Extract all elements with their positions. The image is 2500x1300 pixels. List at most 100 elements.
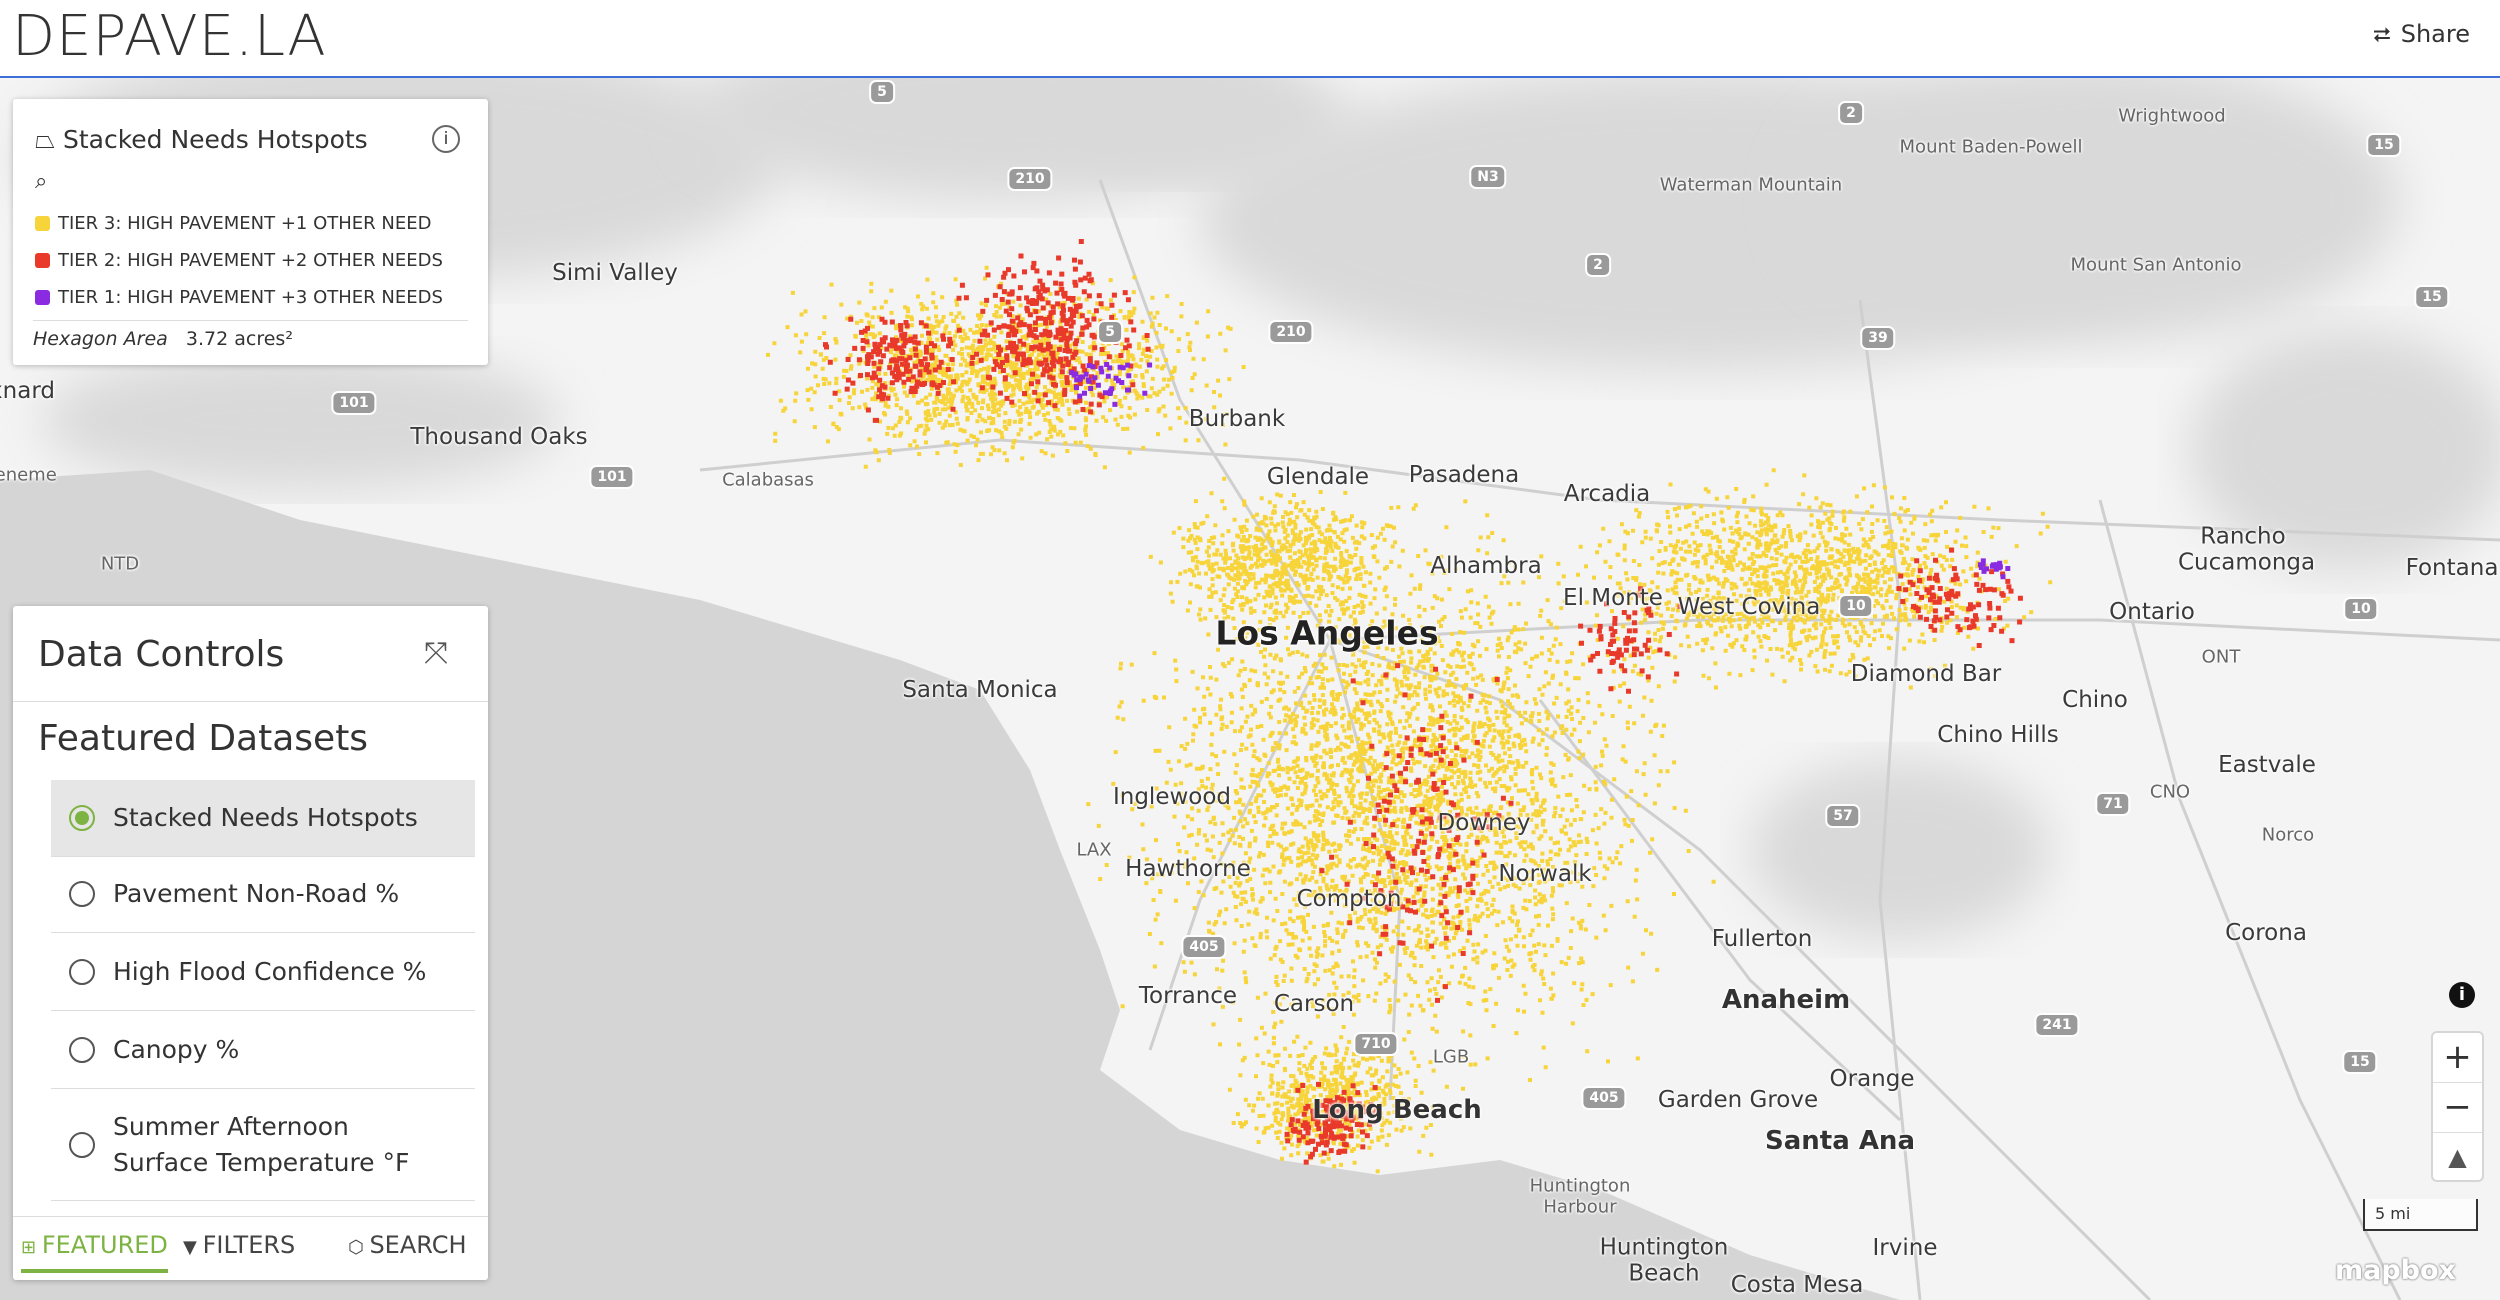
layer-icon: ⏢ bbox=[35, 125, 63, 154]
highway-shield: 5 bbox=[869, 80, 895, 104]
tab-label: FILTERS bbox=[202, 1231, 296, 1259]
highway-shield: 101 bbox=[589, 465, 635, 489]
place-label: Santa Ana bbox=[1765, 1126, 1915, 1156]
attribution[interactable]: mapbox bbox=[2335, 1255, 2456, 1286]
hexagon-area: Hexagon Area 3.72 acres² bbox=[33, 328, 293, 350]
road bbox=[1148, 639, 1332, 1051]
terrain bbox=[2190, 330, 2500, 570]
terrain bbox=[1750, 760, 2050, 940]
dataset-option[interactable]: Stacked Needs Hotspots bbox=[51, 780, 475, 857]
place-label: El Monte bbox=[1563, 585, 1663, 611]
place-label: Compton bbox=[1296, 886, 1402, 912]
highway-shield: 101 bbox=[331, 391, 377, 415]
zoom-to-icon[interactable]: ⌕ bbox=[35, 169, 48, 194]
zoom-out[interactable]: − bbox=[2433, 1083, 2482, 1133]
road bbox=[2098, 499, 2402, 1300]
share-button[interactable]: ⮂ Share bbox=[2373, 20, 2470, 48]
highway-shield: 241 bbox=[2034, 1013, 2080, 1037]
option-label: Canopy % bbox=[113, 1034, 240, 1064]
legend-item: TIER 1: HIGH PAVEMENT +3 OTHER NEEDS bbox=[35, 287, 443, 308]
legend-label: TIER 3: HIGH PAVEMENT +1 OTHER NEED bbox=[58, 213, 432, 234]
data-controls-panel: Data Controls ⤧ Featured Datasets Stacke… bbox=[13, 606, 488, 1280]
tab[interactable]: ⬡ SEARCH bbox=[348, 1231, 467, 1259]
place-label: Los Angeles bbox=[1215, 613, 1439, 653]
option-label: Stacked Needs Hotspots bbox=[113, 802, 418, 832]
controls-title: Data Controls bbox=[38, 634, 285, 675]
place-label: Mount Baden-Powell bbox=[1899, 136, 2083, 158]
terrain bbox=[1800, 60, 2400, 340]
place-label: NTD bbox=[100, 553, 140, 575]
dataset-option[interactable]: Canopy % bbox=[51, 1012, 475, 1089]
highway-shield: 15 bbox=[2342, 1050, 2378, 1074]
place-label: Eastvale bbox=[2218, 752, 2316, 778]
place-label: West Covina bbox=[1677, 594, 1821, 620]
legend-label: TIER 2: HIGH PAVEMENT +2 OTHER NEEDS bbox=[58, 250, 443, 271]
hexagon-area-label: Hexagon Area bbox=[33, 328, 168, 350]
place-label: Chino Hills bbox=[1937, 722, 2059, 748]
highway-shield: 5 bbox=[1097, 320, 1123, 344]
place-label: Fullerton bbox=[1711, 926, 1813, 952]
place-label: Irvine bbox=[1872, 1235, 1938, 1261]
info-icon[interactable]: i bbox=[432, 125, 460, 153]
road bbox=[1329, 638, 2152, 1300]
section-title: Featured Datasets bbox=[38, 718, 369, 759]
tab-divider bbox=[13, 1216, 488, 1217]
place-label: Mount San Antonio bbox=[2070, 254, 2242, 276]
place-label: Hawthorne bbox=[1125, 856, 1251, 882]
road bbox=[1858, 299, 1922, 1300]
highway-shield: 710 bbox=[1353, 1032, 1399, 1056]
place-label: Orange bbox=[1829, 1066, 1915, 1092]
radio bbox=[69, 805, 95, 831]
place-label: Huntington Harbour bbox=[1529, 1175, 1631, 1217]
place-label: Garden Grove bbox=[1657, 1087, 1819, 1113]
place-label: Norwalk bbox=[1498, 861, 1592, 887]
place-label: Anaheim bbox=[1721, 985, 1851, 1015]
legend-divider bbox=[33, 320, 468, 321]
legend-item: TIER 2: HIGH PAVEMENT +2 OTHER NEEDS bbox=[35, 250, 443, 271]
highway-shield: 10 bbox=[1838, 594, 1874, 618]
highway-shield: 57 bbox=[1825, 804, 1861, 828]
place-label: CNO bbox=[2149, 781, 2191, 803]
tab-icon: ⬡ bbox=[348, 1237, 370, 1258]
terrain bbox=[40, 350, 560, 490]
legend-swatch bbox=[35, 253, 50, 268]
place-label: Burbank bbox=[1188, 406, 1286, 432]
place-label: Glendale bbox=[1266, 464, 1370, 490]
dataset-option[interactable]: Pavement Non-Road % bbox=[51, 856, 475, 933]
zoom-controls: + − ▲ bbox=[2433, 1033, 2482, 1180]
compass[interactable]: ▲ bbox=[2448, 1143, 2467, 1171]
place-label: Corona bbox=[2225, 920, 2307, 946]
dataset-option[interactable]: High Flood Confidence % bbox=[51, 934, 475, 1011]
dataset-option[interactable]: Summer Afternoon Surface Temperature °F bbox=[51, 1090, 475, 1201]
share-label: Share bbox=[2400, 20, 2470, 48]
tab-label: SEARCH bbox=[369, 1231, 467, 1259]
place-label: Inglewood bbox=[1112, 784, 1232, 810]
place-label: Costa Mesa bbox=[1730, 1272, 1864, 1298]
place-label: Chino bbox=[2062, 687, 2128, 713]
highway-shield: N3 bbox=[1469, 165, 1507, 189]
tab[interactable]: ▼ FILTERS bbox=[183, 1231, 295, 1259]
place-label: Torrance bbox=[1138, 983, 1238, 1009]
option-label: Pavement Non-Road % bbox=[113, 878, 400, 908]
place-label: LGB bbox=[1432, 1046, 1470, 1068]
place-label: ueneme bbox=[0, 464, 57, 486]
zoom-in[interactable]: + bbox=[2433, 1033, 2482, 1083]
highway-shield: 405 bbox=[1581, 1086, 1627, 1110]
map-info-button[interactable]: i bbox=[2449, 982, 2475, 1008]
collapse-icon[interactable]: ⤧ bbox=[424, 636, 448, 671]
place-label: Calabasas bbox=[722, 469, 814, 491]
legend-header: ⏢ Stacked Needs Hotspots bbox=[35, 125, 368, 155]
road bbox=[1538, 699, 1902, 1122]
highway-shield: 10 bbox=[2343, 597, 2379, 621]
place-label: Huntington Beach bbox=[1599, 1234, 1729, 1287]
tab[interactable]: ⊞ FEATURED bbox=[21, 1231, 168, 1273]
legend-item: TIER 3: HIGH PAVEMENT +1 OTHER NEED bbox=[35, 213, 431, 234]
app-title: DEPAVE.LA bbox=[12, 4, 327, 69]
place-label: Thousand Oaks bbox=[410, 424, 588, 450]
highway-shield: 210 bbox=[1007, 167, 1053, 191]
tab-icon: ▼ bbox=[183, 1237, 203, 1258]
place-label: Simi Valley bbox=[552, 260, 678, 286]
place-label: LAX bbox=[1076, 839, 1112, 861]
